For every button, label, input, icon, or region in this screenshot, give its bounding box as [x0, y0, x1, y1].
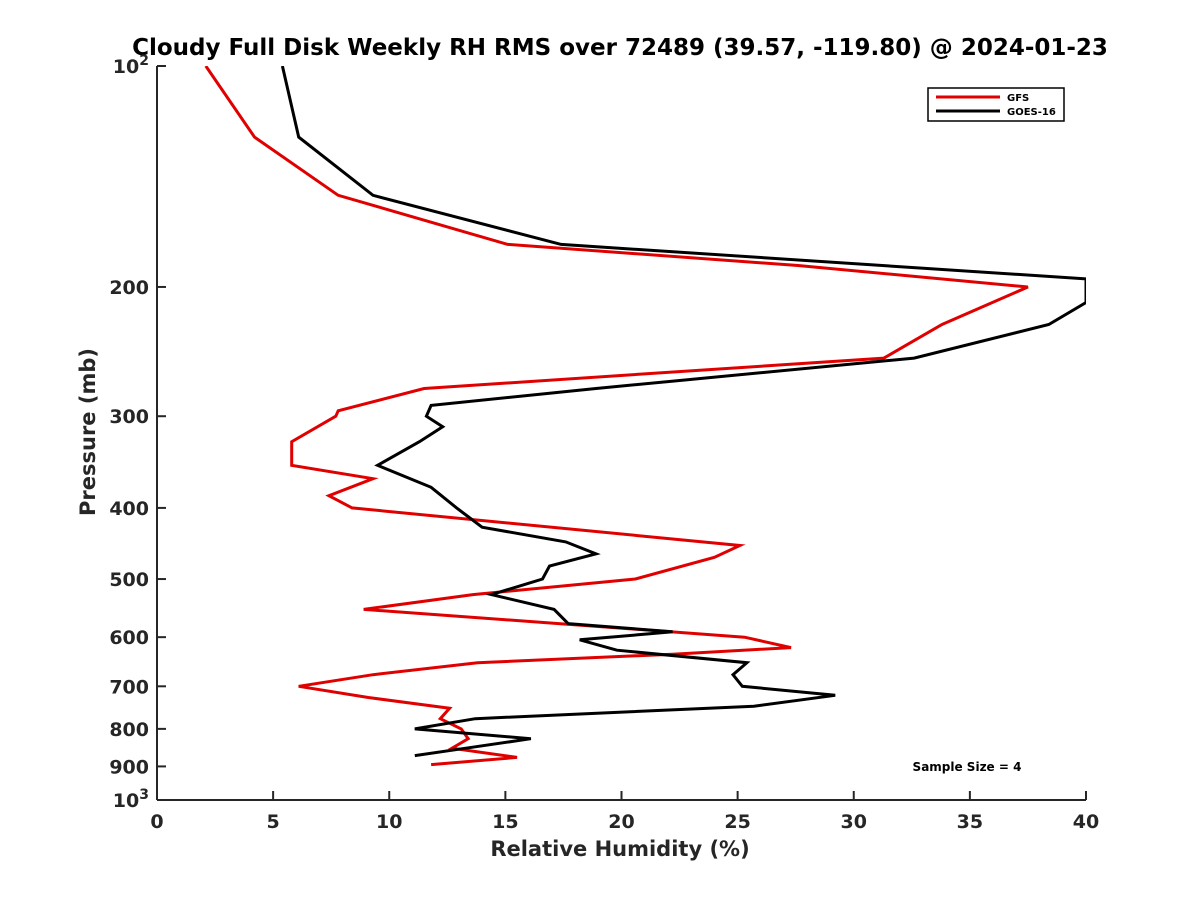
- x-tick-label: 0: [150, 811, 163, 833]
- x-tick-label: 25: [724, 811, 750, 833]
- legend-box: [927, 87, 1065, 122]
- x-tick-label: 10: [376, 811, 402, 833]
- y-tick-label: 103: [113, 787, 149, 812]
- series-line-gfs: [204, 66, 1029, 767]
- x-axis-label: Relative Humidity (%): [490, 837, 749, 861]
- x-tick-label: 40: [1073, 811, 1099, 833]
- y-tick-label: 900: [109, 756, 149, 778]
- y-tick-label: 700: [109, 676, 149, 698]
- legend: GFS GOES-16: [927, 87, 1065, 122]
- x-tick-label: 35: [957, 811, 983, 833]
- x-tick-label: 5: [267, 811, 280, 833]
- x-tick-label: 15: [492, 811, 518, 833]
- legend-label: GFS: [1007, 93, 1029, 104]
- sample-size-annotation: Sample Size = 4: [913, 760, 1022, 774]
- y-tick-label: 600: [109, 627, 149, 649]
- y-tick-label: 102: [113, 53, 149, 78]
- y-axis-label: Pressure (mb): [76, 348, 100, 516]
- axes-layer: 0 5 10 15 20 25 30 35 40 102 200 300 400 500 600 700 800…: [109, 53, 1099, 833]
- chart-title: Cloudy Full Disk Weekly RH RMS over 7248…: [132, 35, 1108, 61]
- series-layer: [204, 66, 1086, 767]
- y-tick-label: 800: [109, 719, 149, 741]
- x-tick-label: 20: [608, 811, 634, 833]
- x-tick-label: 30: [841, 811, 867, 833]
- y-tick-label: 400: [109, 498, 149, 520]
- series-line-goes-16: [280, 66, 1086, 758]
- legend-label: GOES-16: [1007, 107, 1056, 118]
- y-tick-label: 500: [109, 569, 149, 591]
- y-tick-label: 200: [109, 277, 149, 299]
- y-tick-label: 300: [109, 406, 149, 428]
